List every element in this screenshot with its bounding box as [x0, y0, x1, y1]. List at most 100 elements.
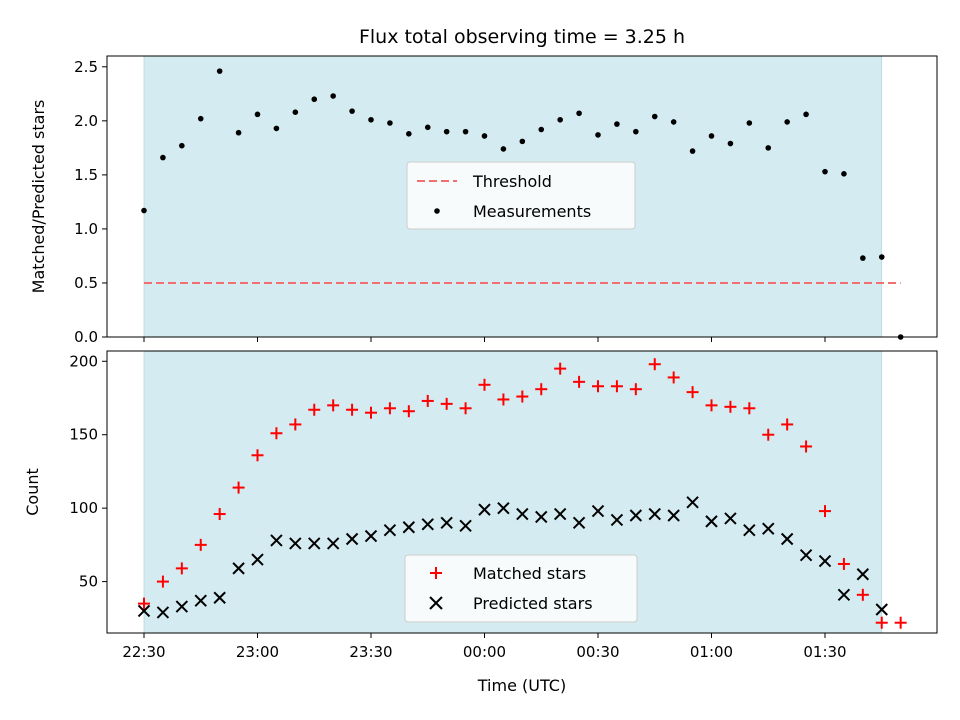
- ratio-y-label: Matched/Predicted stars: [29, 100, 48, 294]
- count-x-tick-label: 22:30: [122, 643, 165, 661]
- matched-star-point: [705, 399, 718, 412]
- matched-star-point: [686, 386, 699, 399]
- measurement-point: [500, 146, 507, 152]
- count-x-tick: 01:00: [690, 633, 733, 661]
- matched-star-point: [535, 383, 548, 396]
- measurement-point: [160, 154, 166, 161]
- predicted-star-point: [667, 509, 680, 522]
- predicted-star-point: [345, 532, 359, 546]
- predicted-star-point: [686, 496, 699, 509]
- predicted-star-point: [705, 515, 718, 528]
- matched-star-point: [894, 616, 907, 629]
- matched-star-point: [554, 362, 567, 375]
- predicted-star-point: [762, 522, 775, 535]
- ratio-x-ticks: [143, 337, 826, 342]
- legend-matched-label: Matched stars: [473, 564, 586, 583]
- matched-star-point: [610, 380, 623, 393]
- measurement-point: [462, 128, 469, 135]
- predicted-star-point: [724, 512, 737, 525]
- predicted-star-point: [232, 562, 245, 575]
- predicted-star-point: [326, 537, 340, 550]
- measurement-point: [595, 132, 601, 138]
- ratio-y-tick: 0.5: [74, 274, 107, 292]
- measurement-point: [708, 133, 715, 139]
- count-y-tick: 50: [79, 573, 107, 591]
- chart-title: Flux total observing time = 3.25 h: [359, 26, 685, 48]
- measurement-point: [614, 121, 620, 127]
- count-y-tick: 200: [69, 352, 107, 370]
- legend-predicted-label: Predicted stars: [473, 594, 593, 613]
- predicted-star-point: [156, 606, 170, 619]
- ratio-y-tick: 1.0: [74, 220, 107, 238]
- measurement-point: [689, 148, 696, 154]
- legend-matched-swatch: [430, 567, 442, 579]
- matched-star-point: [289, 418, 302, 431]
- measurement-point: [557, 116, 563, 123]
- matched-star-point: [497, 393, 510, 406]
- measurement-point: [406, 131, 412, 137]
- ratio-panel: 0.0 0.5 1.0 1.5 2.0 2.5 Matched/Predicted sta…: [29, 55, 938, 346]
- measurement-point: [519, 138, 526, 145]
- measurement-point: [481, 133, 488, 139]
- matched-star-point: [478, 378, 491, 391]
- ratio-y-tick-label: 1.5: [74, 166, 98, 184]
- predicted-star-point: [818, 554, 832, 568]
- predicted-star-point: [591, 504, 605, 518]
- matched-star-point: [516, 390, 529, 403]
- matched-star-point: [762, 428, 775, 441]
- matched-star-point: [819, 505, 831, 518]
- matched-star-point: [327, 399, 340, 412]
- matched-star-point: [383, 402, 396, 415]
- predicted-star-point: [629, 509, 643, 522]
- predicted-star-point: [364, 529, 378, 543]
- matched-star-point: [781, 418, 794, 431]
- measurement-point: [216, 68, 223, 74]
- count-x-tick-label: 00:00: [463, 643, 506, 661]
- matched-star-point: [743, 402, 756, 415]
- matched-star-point: [270, 427, 283, 440]
- ratio-y-tick: 0.0: [74, 328, 107, 346]
- count-y-ticks: 50 100 150 200: [69, 352, 107, 591]
- legend-predicted-swatch: [429, 596, 443, 610]
- matched-star-point: [648, 358, 661, 371]
- count-y-tick: 150: [69, 426, 107, 444]
- measurement-point: [784, 119, 790, 125]
- measurement-point: [179, 142, 185, 149]
- predicted-star-point: [383, 523, 397, 537]
- measurement-point: [330, 93, 336, 99]
- predicted-star-point: [497, 501, 510, 515]
- count-x-tick: 00:00: [463, 633, 506, 661]
- count-x-tick: 22:30: [122, 633, 166, 661]
- predicted-star-point: [289, 537, 302, 550]
- ratio-y-tick: 1.5: [74, 166, 107, 184]
- measurement-point: [651, 113, 658, 120]
- predicted-star-point: [799, 548, 813, 562]
- matched-star-point: [856, 588, 869, 601]
- measurement-point: [235, 129, 242, 136]
- predicted-star-point: [308, 537, 321, 550]
- predicted-star-point: [553, 507, 567, 521]
- measurement-point: [576, 110, 582, 117]
- count-y-label: Count: [23, 468, 42, 516]
- matched-star-point: [421, 394, 434, 407]
- measurement-point: [878, 254, 885, 260]
- predicted-stars-points: [137, 496, 888, 619]
- count-x-tick-label: 01:00: [690, 643, 733, 661]
- matched-star-point: [175, 562, 188, 575]
- legend-threshold-label: Threshold: [472, 172, 552, 191]
- ratio-panel-frame: [106, 55, 938, 338]
- measurement-point: [443, 128, 450, 135]
- predicted-star-point: [837, 588, 851, 602]
- predicted-star-point: [421, 518, 434, 531]
- matched-stars-points: [138, 358, 907, 629]
- matched-star-point: [800, 440, 813, 453]
- predicted-star-point: [572, 516, 586, 530]
- measurement-point: [803, 111, 809, 118]
- ratio-y-tick: 2.5: [74, 58, 107, 76]
- count-x-tick-label: 01:30: [803, 643, 846, 661]
- measurement-point: [841, 171, 847, 177]
- measurement-point: [424, 124, 431, 131]
- ratio-legend: Threshold Measurements: [406, 161, 636, 230]
- matched-star-point: [875, 616, 888, 629]
- predicted-star-point: [856, 568, 870, 581]
